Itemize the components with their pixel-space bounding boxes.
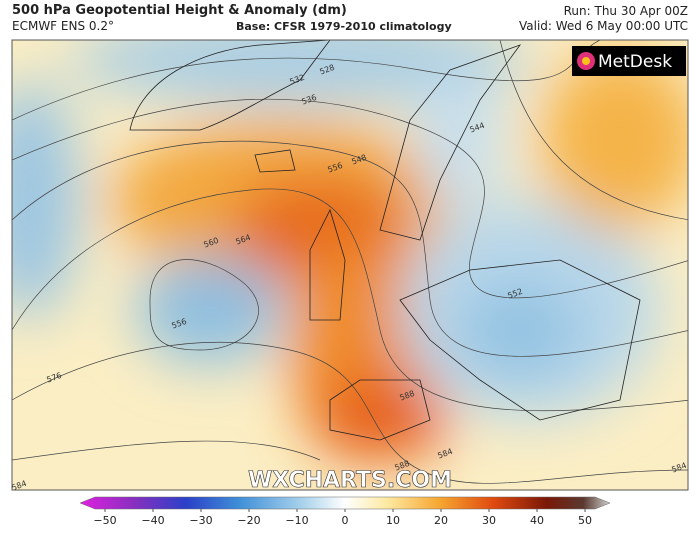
colorbar-tick-label: −30 [189,514,212,527]
colorbar: −50 −40 −30 −20 −10 0 10 20 30 40 50 [79,496,611,527]
colorbar-tick-label: 50 [578,514,592,527]
contours [12,40,688,484]
colorbar-tick-label: 10 [386,514,400,527]
colorbar-tick-label: 30 [482,514,496,527]
watermark: WXCHARTS.COM [248,468,452,493]
colorbar-tick-label: −40 [141,514,164,527]
model-label: ECMWF ENS 0.2° [12,19,114,33]
map-title: 500 hPa Geopotential Height & Anomaly (d… [12,3,347,18]
run-label: Run: Thu 30 Apr 00Z [563,4,688,18]
colorbar-tick-label: 0 [342,514,349,527]
logo-text: MetDesk [598,52,672,72]
colorbar-tick-label: 40 [530,514,544,527]
colorbar-tick-label: 20 [434,514,448,527]
logo: MetDesk [572,46,686,76]
base-label: Base: CFSR 1979-2010 climatology [236,20,452,33]
colorbar-tick-label: −20 [237,514,260,527]
contour-label: 584 [10,479,27,493]
colorbar-tick-label: −50 [93,514,116,527]
coastlines [129,40,641,441]
valid-label: Valid: Wed 6 May 00:00 UTC [518,19,688,33]
colorbar-tick-label: −10 [285,514,308,527]
